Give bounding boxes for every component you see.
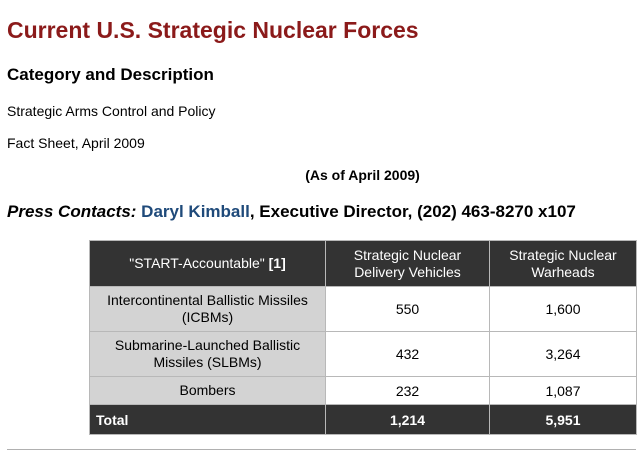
table-row: Submarine-Launched Ballistic Missiles (S… xyxy=(89,331,637,377)
row-vehicles: 432 xyxy=(325,331,490,377)
row-category: Submarine-Launched Ballistic Missiles (S… xyxy=(89,331,326,377)
table-header-row: "START-Accountable" [1] Strategic Nuclea… xyxy=(89,240,637,287)
row-warheads: 1,600 xyxy=(489,286,637,332)
header-warheads: Strategic Nuclear Warheads xyxy=(489,240,637,287)
header-category: "START-Accountable" [1] xyxy=(89,240,326,287)
contact-details: , Executive Director, (202) 463-8270 x10… xyxy=(249,202,576,221)
category-text: Strategic Arms Control and Policy xyxy=(7,103,216,119)
total-warheads: 5,951 xyxy=(489,404,637,435)
press-contacts: Press Contacts: Daryl Kimball, Executive… xyxy=(7,202,576,222)
bottom-divider xyxy=(7,449,636,450)
table-row: Bombers 232 1,087 xyxy=(89,376,637,405)
total-vehicles: 1,214 xyxy=(325,404,490,435)
total-label: Total xyxy=(89,404,326,435)
row-category: Bombers xyxy=(89,376,326,405)
section-heading: Category and Description xyxy=(7,65,214,84)
contact-name-link[interactable]: Daryl Kimball xyxy=(141,202,250,221)
row-vehicles: 232 xyxy=(325,376,490,405)
forces-table: "START-Accountable" [1] Strategic Nuclea… xyxy=(89,240,637,435)
page-title: Current U.S. Strategic Nuclear Forces xyxy=(7,17,419,43)
row-warheads: 1,087 xyxy=(489,376,637,405)
header-vehicles: Strategic Nuclear Delivery Vehicles xyxy=(325,240,490,287)
as-of-date: (As of April 2009) xyxy=(305,167,420,183)
footnote-link[interactable]: [1] xyxy=(268,255,286,271)
row-warheads: 3,264 xyxy=(489,331,637,377)
total-row: Total 1,214 5,951 xyxy=(89,404,637,435)
header-category-label: "START-Accountable" xyxy=(129,255,265,271)
fact-sheet-date: Fact Sheet, April 2009 xyxy=(7,135,145,151)
press-contacts-label: Press Contacts: xyxy=(7,202,137,221)
row-category: Intercontinental Ballistic Missiles (ICB… xyxy=(89,286,326,332)
table-row: Intercontinental Ballistic Missiles (ICB… xyxy=(89,286,637,332)
row-vehicles: 550 xyxy=(325,286,490,332)
